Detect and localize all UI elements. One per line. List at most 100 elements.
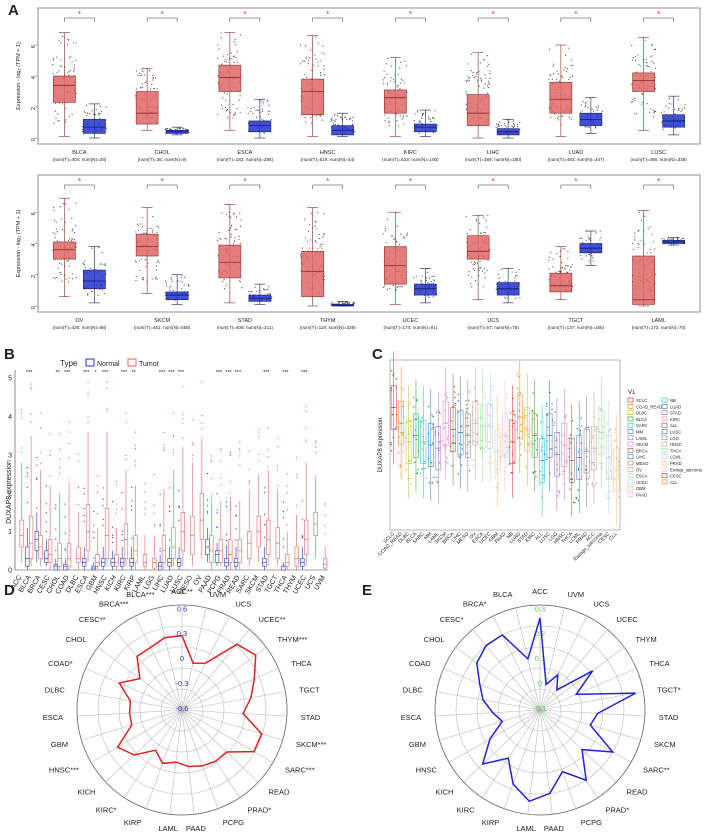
c-point xyxy=(438,462,441,464)
panel-label-b: B xyxy=(4,346,15,363)
a-point xyxy=(382,79,384,81)
a-point xyxy=(238,99,240,101)
c-point xyxy=(451,442,453,445)
a-point xyxy=(81,126,84,128)
b-sig-star: *** xyxy=(83,370,90,376)
a-point xyxy=(84,266,86,269)
c-point xyxy=(435,411,438,414)
a-point xyxy=(188,132,190,134)
a-point xyxy=(433,279,435,282)
a-point xyxy=(101,263,103,265)
a-point xyxy=(514,297,517,299)
a-point xyxy=(512,126,514,128)
a-point xyxy=(271,296,273,298)
a-point xyxy=(315,58,317,60)
a-point xyxy=(67,44,69,46)
a-box-normal xyxy=(83,119,106,134)
a-point xyxy=(222,280,224,283)
a-point xyxy=(247,113,249,115)
a-point xyxy=(597,105,599,107)
a-point xyxy=(238,238,240,240)
a-point xyxy=(650,252,652,254)
a-point xyxy=(638,229,640,232)
a-group-label: HNSC xyxy=(320,150,336,156)
b-box xyxy=(19,519,24,548)
b-outlier xyxy=(96,475,99,477)
c-point xyxy=(484,450,486,452)
b-outlier xyxy=(225,539,228,542)
a-point xyxy=(570,118,573,120)
a-point xyxy=(592,260,594,262)
a-point xyxy=(654,67,657,69)
c-point xyxy=(503,433,506,435)
b-outlier xyxy=(58,466,61,469)
c-point xyxy=(484,463,487,465)
b-outlier xyxy=(87,381,89,384)
a-point xyxy=(501,268,503,270)
a-point xyxy=(240,219,242,221)
c-point xyxy=(465,404,467,406)
a-point xyxy=(514,280,516,282)
a-point xyxy=(332,303,334,305)
a-ytick-label: 0 xyxy=(31,306,37,309)
a-point xyxy=(677,109,680,111)
e-axis-label: KIRC xyxy=(457,805,476,814)
a-point xyxy=(420,279,423,281)
c-point xyxy=(579,429,581,432)
c-point xyxy=(570,442,572,444)
d-tick-label: -0.6 xyxy=(176,704,189,713)
a-point xyxy=(263,288,265,290)
a-box-tumor xyxy=(301,78,324,116)
b-box xyxy=(29,515,34,559)
a-point xyxy=(184,276,186,278)
c-point xyxy=(514,415,516,417)
b-outlier xyxy=(163,449,165,451)
a-point xyxy=(589,237,591,239)
e-spoke xyxy=(503,709,541,809)
a-point xyxy=(478,274,480,277)
a-point xyxy=(157,227,160,229)
a-point xyxy=(158,261,160,263)
a-point xyxy=(508,121,510,123)
a-point xyxy=(561,262,563,264)
c-legend-swatch xyxy=(661,422,668,428)
a-point xyxy=(395,113,397,115)
a-point xyxy=(511,271,513,273)
a-point xyxy=(316,228,318,230)
c-point xyxy=(532,418,534,420)
b-outlier xyxy=(172,435,174,437)
a-point xyxy=(54,102,57,104)
a-point xyxy=(515,271,517,273)
c-legend-item: PAAD xyxy=(636,493,647,498)
b-outlier xyxy=(125,458,127,460)
a-point xyxy=(649,108,651,110)
b-box xyxy=(114,554,119,567)
c-point xyxy=(402,434,404,436)
a-point xyxy=(482,270,484,272)
a-ytick-label: 2 xyxy=(31,107,37,110)
a-point xyxy=(387,117,389,119)
d-spoke xyxy=(181,629,250,711)
a-point xyxy=(571,74,574,76)
e-spoke xyxy=(463,709,541,783)
a-point xyxy=(145,265,147,268)
a-point xyxy=(181,288,183,290)
a-point xyxy=(564,248,566,250)
a-point xyxy=(230,216,232,218)
a-point xyxy=(397,85,399,87)
a-point xyxy=(471,286,473,288)
a-point xyxy=(59,65,61,67)
b-box xyxy=(247,531,252,559)
c-point xyxy=(575,498,577,500)
b-outlier xyxy=(201,381,203,383)
a-point xyxy=(429,118,431,120)
a-point xyxy=(651,45,653,47)
a-point xyxy=(631,59,633,61)
a-group-label: BLCA xyxy=(72,150,87,156)
a-point xyxy=(346,118,348,120)
a-point xyxy=(468,77,470,79)
a-point xyxy=(100,105,102,107)
a-point xyxy=(54,277,56,280)
b-outlier xyxy=(225,533,228,536)
e-spoke xyxy=(527,709,541,815)
